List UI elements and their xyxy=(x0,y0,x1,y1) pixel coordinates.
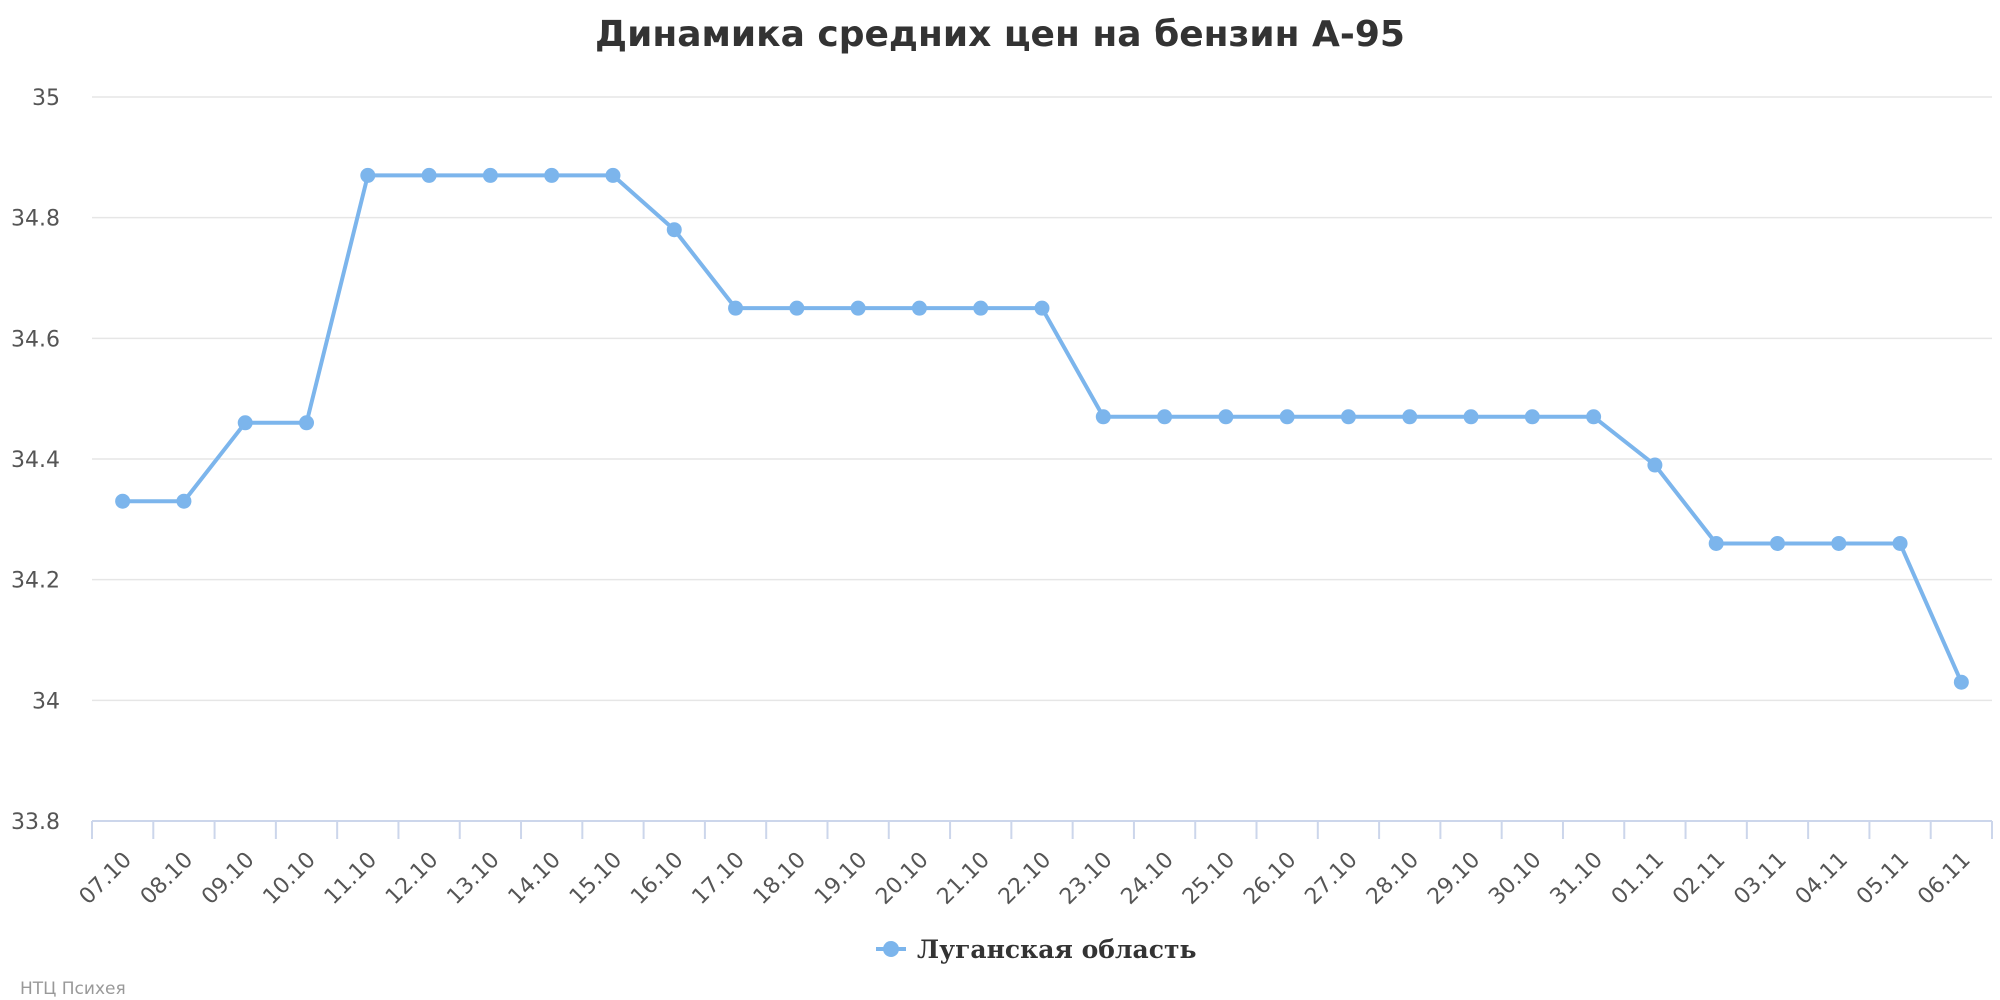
data-point[interactable] xyxy=(1095,409,1111,425)
x-tick-label: 09.10 xyxy=(197,848,259,910)
x-tick-label: 08.10 xyxy=(136,848,198,910)
x-tick-label: 28.10 xyxy=(1362,848,1424,910)
y-tick-label: 34.4 xyxy=(11,448,60,473)
x-tick-label: 04.11 xyxy=(1791,848,1853,910)
data-point[interactable] xyxy=(176,493,192,509)
data-point[interactable] xyxy=(237,415,253,431)
legend-series-label[interactable]: Луганская область xyxy=(917,935,1196,964)
x-tick-label: 10.10 xyxy=(259,848,321,910)
data-point[interactable] xyxy=(1463,409,1479,425)
data-point[interactable] xyxy=(360,167,376,183)
data-point[interactable] xyxy=(1157,409,1173,425)
x-tick-label: 16.10 xyxy=(626,848,688,910)
data-point[interactable] xyxy=(421,167,437,183)
data-point[interactable] xyxy=(482,167,498,183)
x-tick-label: 30.10 xyxy=(1484,848,1546,910)
x-tick-label: 07.10 xyxy=(75,848,137,910)
x-tick-label: 13.10 xyxy=(442,848,504,910)
x-tick-label: 27.10 xyxy=(1300,848,1362,910)
data-point[interactable] xyxy=(911,300,927,316)
x-tick-label: 31.10 xyxy=(1546,848,1608,910)
data-point[interactable] xyxy=(1402,409,1418,425)
data-point[interactable] xyxy=(666,222,682,238)
series-layer xyxy=(115,167,1969,690)
x-tick-label: 20.10 xyxy=(871,848,933,910)
x-tick-label: 01.11 xyxy=(1607,848,1669,910)
data-point[interactable] xyxy=(1953,674,1969,690)
x-tick-label: 03.11 xyxy=(1730,848,1792,910)
data-point[interactable] xyxy=(789,300,805,316)
data-point[interactable] xyxy=(1586,409,1602,425)
data-point[interactable] xyxy=(1769,535,1785,551)
data-point[interactable] xyxy=(1279,409,1295,425)
y-tick-label: 33.8 xyxy=(11,810,60,835)
gridlines xyxy=(92,96,1992,702)
x-tick-label: 18.10 xyxy=(749,848,811,910)
legend[interactable]: Луганская область xyxy=(876,935,1196,964)
data-point[interactable] xyxy=(728,300,744,316)
data-point[interactable] xyxy=(1892,535,1908,551)
x-tick-label: 19.10 xyxy=(810,848,872,910)
x-tick-label: 15.10 xyxy=(565,848,627,910)
y-tick-label: 34 xyxy=(32,689,60,714)
y-tick-label: 34.6 xyxy=(11,327,60,352)
x-tick-label: 21.10 xyxy=(933,848,995,910)
x-tick-label: 26.10 xyxy=(1239,848,1301,910)
x-tick-label: 24.10 xyxy=(1117,848,1179,910)
y-tick-label: 34.2 xyxy=(11,569,60,594)
data-point[interactable] xyxy=(973,300,989,316)
data-point[interactable] xyxy=(1340,409,1356,425)
data-point[interactable] xyxy=(544,167,560,183)
x-tick-label: 05.11 xyxy=(1852,848,1914,910)
data-point[interactable] xyxy=(1647,457,1663,473)
data-point[interactable] xyxy=(605,167,621,183)
y-tick-label: 34.8 xyxy=(11,207,60,232)
series-line xyxy=(120,173,1964,685)
x-tick-label: 25.10 xyxy=(1178,848,1240,910)
x-tick-label: 23.10 xyxy=(1055,848,1117,910)
x-tick-label: 11.10 xyxy=(320,848,382,910)
x-tick-label: 06.11 xyxy=(1913,848,1975,910)
data-point[interactable] xyxy=(850,300,866,316)
x-tick-label: 12.10 xyxy=(381,848,443,910)
x-axis: 07.10 08.10 09.10 10.10 11.10 12.10 13.10 14.10… xyxy=(75,820,1993,910)
x-tick-label: 17.10 xyxy=(688,848,750,910)
data-point[interactable] xyxy=(1831,535,1847,551)
chart-title: Динамика средних цен на бензин А-95 xyxy=(595,14,1405,55)
data-point[interactable] xyxy=(1524,409,1540,425)
credits-text[interactable]: НТЦ Психея xyxy=(20,979,126,999)
x-tick-label: 02.11 xyxy=(1668,848,1730,910)
x-tick-label: 22.10 xyxy=(994,848,1056,910)
legend-series-marker-icon xyxy=(883,941,899,957)
x-tick-label: 14.10 xyxy=(504,848,566,910)
data-point[interactable] xyxy=(1218,409,1234,425)
data-point[interactable] xyxy=(299,415,315,431)
data-point[interactable] xyxy=(1034,300,1050,316)
data-point[interactable] xyxy=(115,493,131,509)
data-point[interactable] xyxy=(1708,535,1724,551)
x-tick-label: 29.10 xyxy=(1423,848,1485,910)
y-tick-label: 35 xyxy=(32,86,60,111)
y-axis-labels: 33.8 34 34.2 34.4 34.6 34.8 35 xyxy=(11,86,60,835)
